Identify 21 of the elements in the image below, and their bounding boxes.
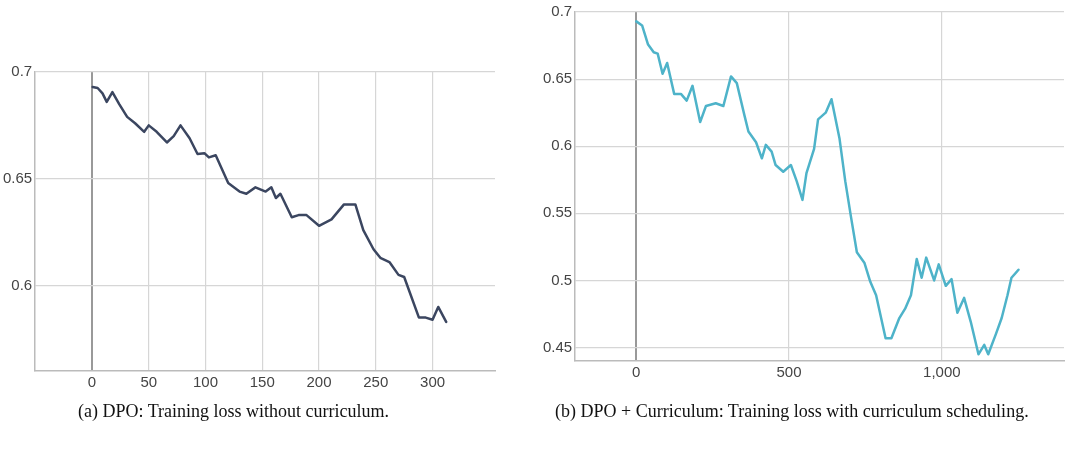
x-tick-label: 300 [420,373,446,391]
x-tick-label: 200 [306,373,332,391]
y-tick-label: 0.7 [11,62,33,80]
y-tick-label: 0.55 [542,203,573,221]
y-tick-label: 0.7 [551,2,573,20]
y-tick-label: 0.6 [11,275,33,293]
x-tick-label: 0 [87,373,97,391]
x-tick-label: 1,000 [923,363,961,381]
y-tick-label: 0.5 [551,270,573,288]
x-tick-label: 0 [632,363,641,381]
y-tick-label: 0.65 [2,168,33,186]
x-tick-label: 250 [363,373,389,391]
text: (a) DPO: Training loss without curriculum. [78,400,390,422]
x-tick-label: 50 [140,373,158,391]
y-tick-label: 0.65 [542,69,573,87]
x-tick-label: 500 [776,363,802,381]
y-tick-label: 0.45 [542,337,573,355]
x-tick-label: 150 [249,373,275,391]
x-tick-label: 100 [192,373,219,391]
y-tick-label: 0.6 [551,136,573,154]
text: (b) DPO + Curriculum: Training loss with curriculum scheduling. [555,400,1030,422]
